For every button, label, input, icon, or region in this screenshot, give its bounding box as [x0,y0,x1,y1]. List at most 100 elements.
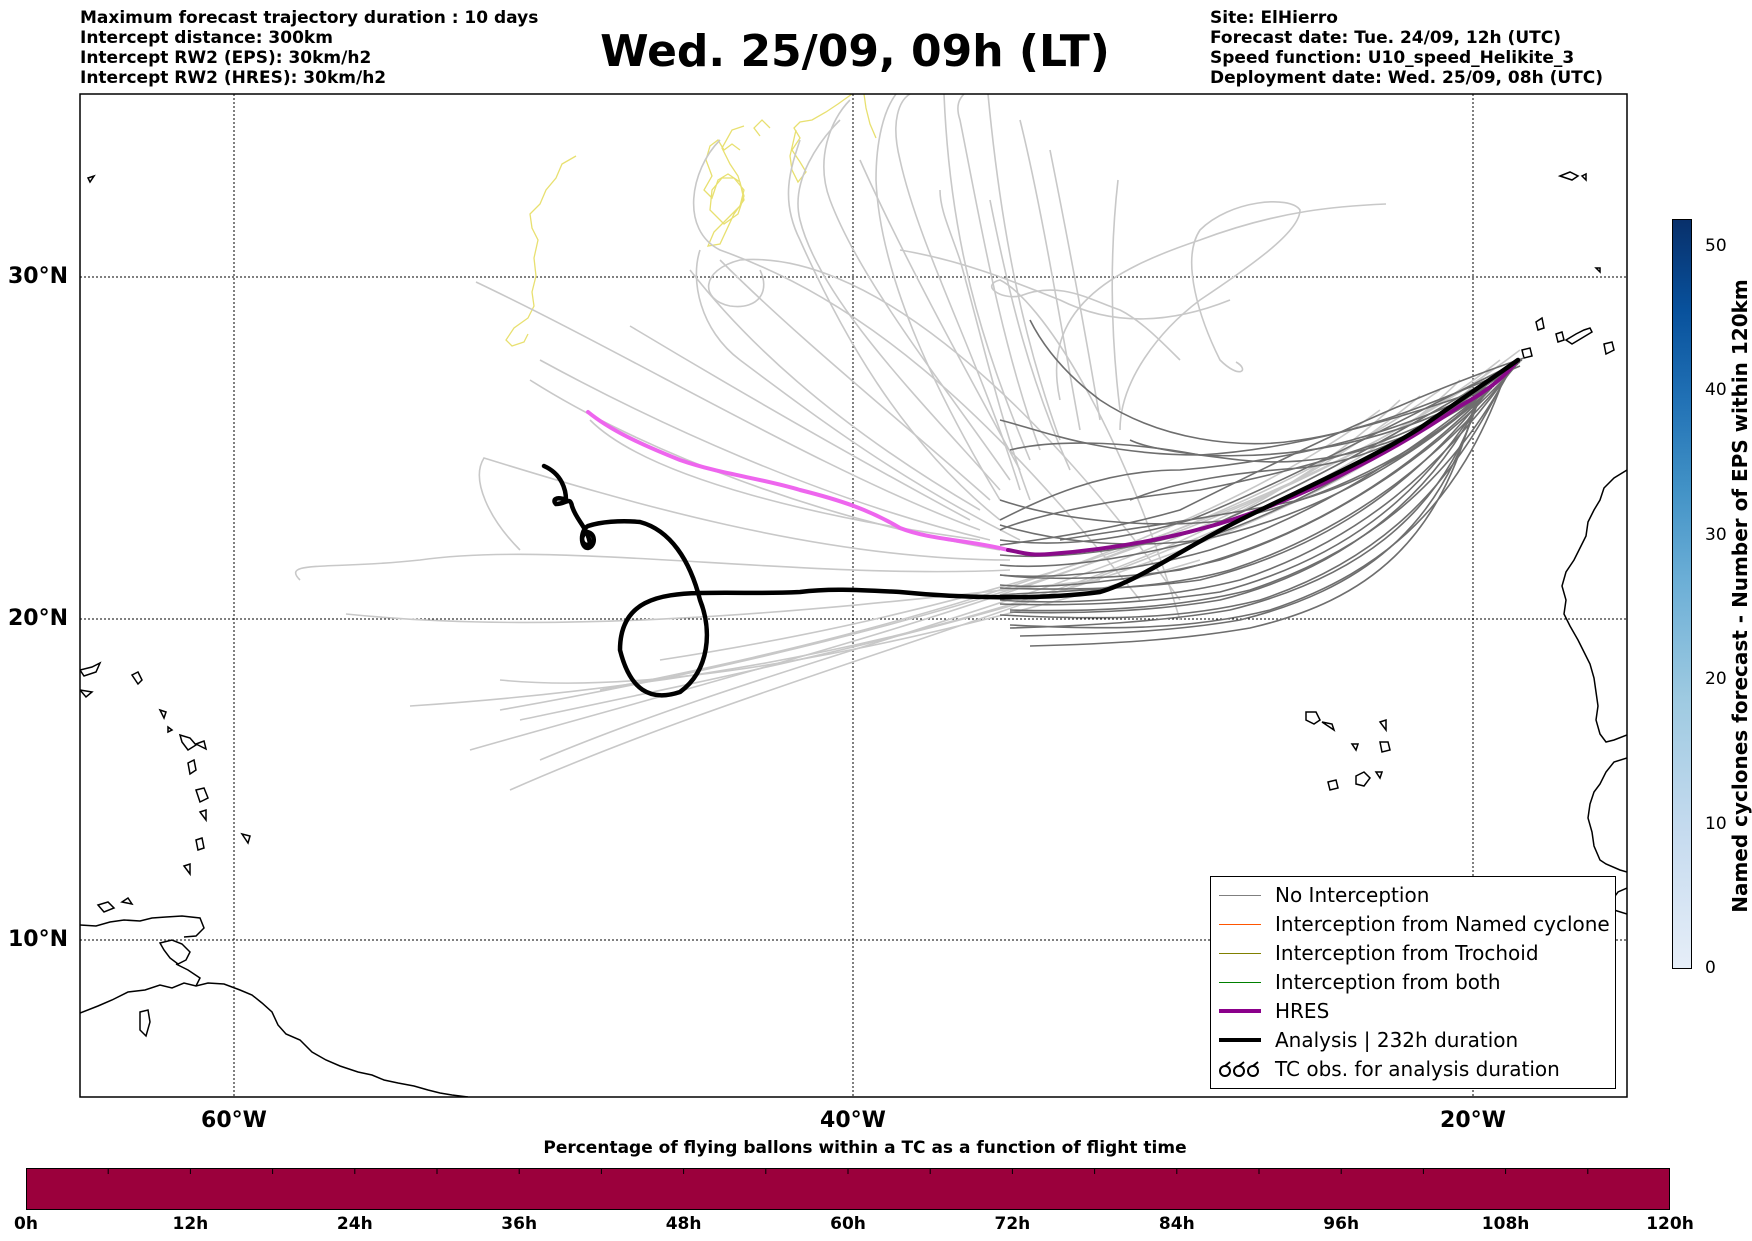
colorbar-tick: 50 [1705,236,1727,256]
flight-bar-tick-label: 120h [1646,1214,1694,1234]
eps-track [999,365,1517,578]
cyclone-track [863,94,877,139]
header-left: Maximum forecast trajectory duration : 1… [80,8,538,88]
eps-track [707,258,1181,601]
header-left-line: Intercept distance: 300km [80,28,333,48]
coastlines [80,171,1627,1097]
coast-island-p [167,725,174,734]
eps-track [987,94,1061,441]
coast-cape-verde-g [1355,771,1371,787]
flight-bar-tick-label: 36h [501,1214,538,1234]
legend-label: HRES [1275,999,1330,1023]
flight-bar-tick-label: 60h [830,1214,866,1234]
eps-track [943,94,1031,461]
header-right: Site: ElHierro Forecast date: Tue. 24/09… [1210,8,1603,88]
legend-label: No Interception [1275,883,1430,907]
coast-canary-a [1535,316,1545,331]
colorbar-tick: 20 [1705,669,1727,689]
coast-madeira-c [1594,267,1601,274]
eps-track [787,139,1001,521]
eps-track [499,359,1501,711]
cyclone-track [703,125,745,247]
flight-bar-title: Percentage of flying ballons within a TC… [543,1138,1187,1158]
eps-track [509,379,1461,791]
eps-track [409,399,1401,707]
flight-bar-tick-label: 96h [1323,1214,1360,1234]
header-right-line: Deployment date: Wed. 25/09, 08h (UTC) [1210,68,1604,88]
coast-trinidad [158,939,191,965]
eps-track [895,94,1021,491]
cyclone-track [505,155,577,347]
flight-bar-tick-label: 84h [1158,1214,1195,1234]
coast-trinidad-b [175,963,201,987]
coast-venezuela-gulf [80,915,205,938]
colorbar-tick: 0 [1705,958,1716,978]
coast-cape-verde-c [1378,718,1387,733]
header-right-line: Speed function: U10_speed_Helikite_3 [1210,48,1575,68]
eps-track [695,249,1021,541]
lon-label-20w: 20°W [1440,1108,1506,1133]
coast-island-b [120,896,134,906]
colorbar-tick: 40 [1705,380,1727,400]
eps-track [1029,405,1475,647]
flight-bar-tick-label: 24h [336,1214,373,1234]
coast-island-e [80,689,94,699]
header-right-line: Site: ElHierro [1210,8,1338,28]
eps-track [1119,201,1301,431]
coast-island-a [96,901,116,913]
eps-track [999,381,1499,521]
coast-south-america [80,982,469,1097]
eps-track [475,281,981,531]
legend-item-hres: HRES [1211,997,1615,1026]
coast-island-o [158,708,167,720]
legend-item-no-interception: No Interception [1211,881,1615,910]
coast-island-m [195,837,205,851]
eps-track [345,579,1101,624]
eps-track [1019,119,1081,431]
eps-track [999,357,1525,546]
cyclone-track [753,119,771,137]
coast-island-i [187,758,197,776]
cyclone-track [789,94,853,184]
eps-track [957,94,1041,451]
legend-label: TC obs. for analysis duration [1275,1057,1560,1081]
eps-track [599,409,1381,691]
eps-track [989,199,1071,471]
eps-track [999,369,1513,596]
lat-label-10n: 10°N [8,927,69,952]
eps-track [629,325,971,521]
hres-track-early [586,410,1010,552]
tc-symbol-icon [1219,1061,1259,1077]
header-left-line: Intercept RW2 (EPS): 30km/h2 [80,48,372,68]
legend-item-tc-obs: TC obs. for analysis duration [1211,1055,1615,1084]
coast-island-c [139,1009,151,1038]
lon-label-40w: 40°W [820,1108,886,1133]
coast-canary-c [1564,327,1593,345]
lat-label-30n: 30°N [8,264,69,289]
eps-track [689,269,981,511]
eps-track [1055,203,1387,401]
coast-cape-verde-f [1327,779,1339,791]
coast-island-q [86,174,96,184]
legend-label: Interception from Named cyclone [1275,912,1610,936]
eps-track [469,389,1441,751]
eps-track [999,383,1497,456]
analysis-track-path [541,357,1521,698]
legend-label: Interception from Trochoid [1275,941,1539,965]
colorbar-tick: 10 [1705,814,1727,834]
colorbar-label: Named cyclones forecast - Number of EPS … [1728,279,1752,913]
eps-track [991,279,1181,621]
eps-track [899,249,1231,320]
legend: No Interception Interception from Named … [1210,876,1616,1089]
eps-track [999,397,1483,606]
eps-track [797,119,1001,491]
legend-item-analysis: Analysis | 232h duration [1211,1026,1615,1055]
eps-track [999,393,1487,580]
lat-label-20n: 20°N [8,606,69,631]
coast-island-h [194,740,208,751]
eps-track [1009,385,1495,457]
eps-track [1049,149,1101,421]
lon-label-60w: 60°W [201,1108,267,1133]
eps-track [939,189,1031,501]
coast-africa [1561,469,1627,743]
